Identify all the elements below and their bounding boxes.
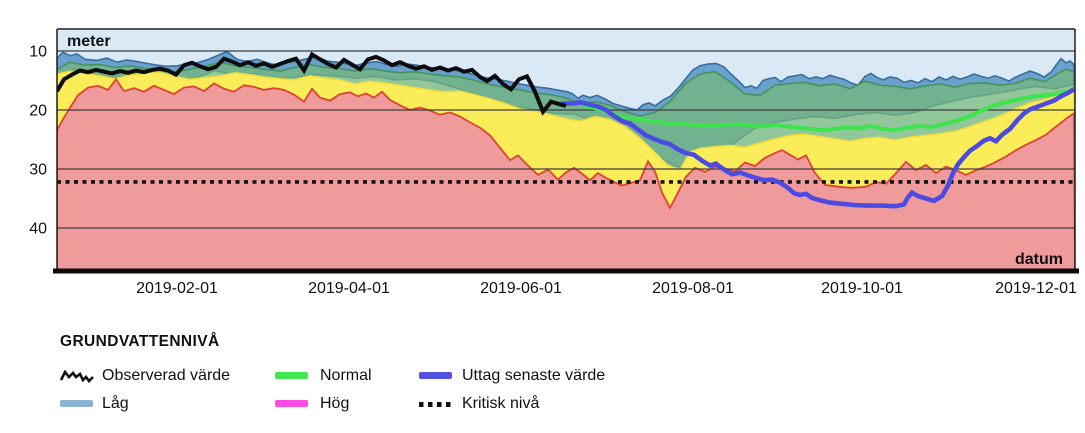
- series-uttag-senaste-v-rde: [561, 87, 1075, 209]
- series-normal: [582, 87, 1075, 133]
- y-tick-label: 40: [29, 221, 47, 238]
- legend-item-label: Låg: [102, 395, 129, 412]
- x-tick-label: 2019-12-01: [995, 280, 1077, 297]
- groundwater-chart: meter datum 10 20 30 40 2019-02-01 2019-04-01 20…: [29, 28, 1079, 297]
- plot-area: [57, 29, 1075, 271]
- legend-item-label: Normal: [320, 367, 372, 384]
- x-axis-title: datum: [1015, 251, 1063, 268]
- band-red: [57, 77, 1075, 271]
- legend-color-bar-icon: [275, 372, 308, 379]
- x-tick-label: 2019-06-01: [480, 280, 562, 297]
- legend-color-bar-icon: [275, 400, 308, 407]
- y-tick-label: 10: [29, 44, 47, 61]
- y-axis-title: meter: [67, 33, 111, 50]
- legend-item-label: Uttag senaste värde: [462, 367, 606, 384]
- legend-color-bar-icon: [419, 372, 452, 379]
- x-tick-label: 2019-04-01: [308, 280, 390, 297]
- x-tick-label: 2019-02-01: [136, 280, 218, 297]
- y-tick-label: 20: [29, 103, 47, 120]
- legend-item-label: Hög: [320, 395, 350, 412]
- x-tick-label: 2019-08-01: [652, 280, 734, 297]
- legend-item-label: Kritisk nivå: [462, 395, 540, 412]
- legend-color-bar-icon: [60, 400, 93, 407]
- y-tick-label: 30: [29, 162, 47, 179]
- legend-item-label: Observerad värde: [102, 367, 231, 384]
- x-tick-label: 2019-10-01: [821, 280, 903, 297]
- chart-canvas: meter datum 10 20 30 40 2019-02-01 2019-04-01 20…: [29, 28, 1079, 297]
- legend-title: GRUNDVATTENNIVÅ: [60, 333, 220, 350]
- series-observerad-v-rde: [57, 51, 567, 116]
- observed-line-zigzag-icon: [60, 369, 94, 383]
- critical-level-dotted-icon: [419, 402, 453, 407]
